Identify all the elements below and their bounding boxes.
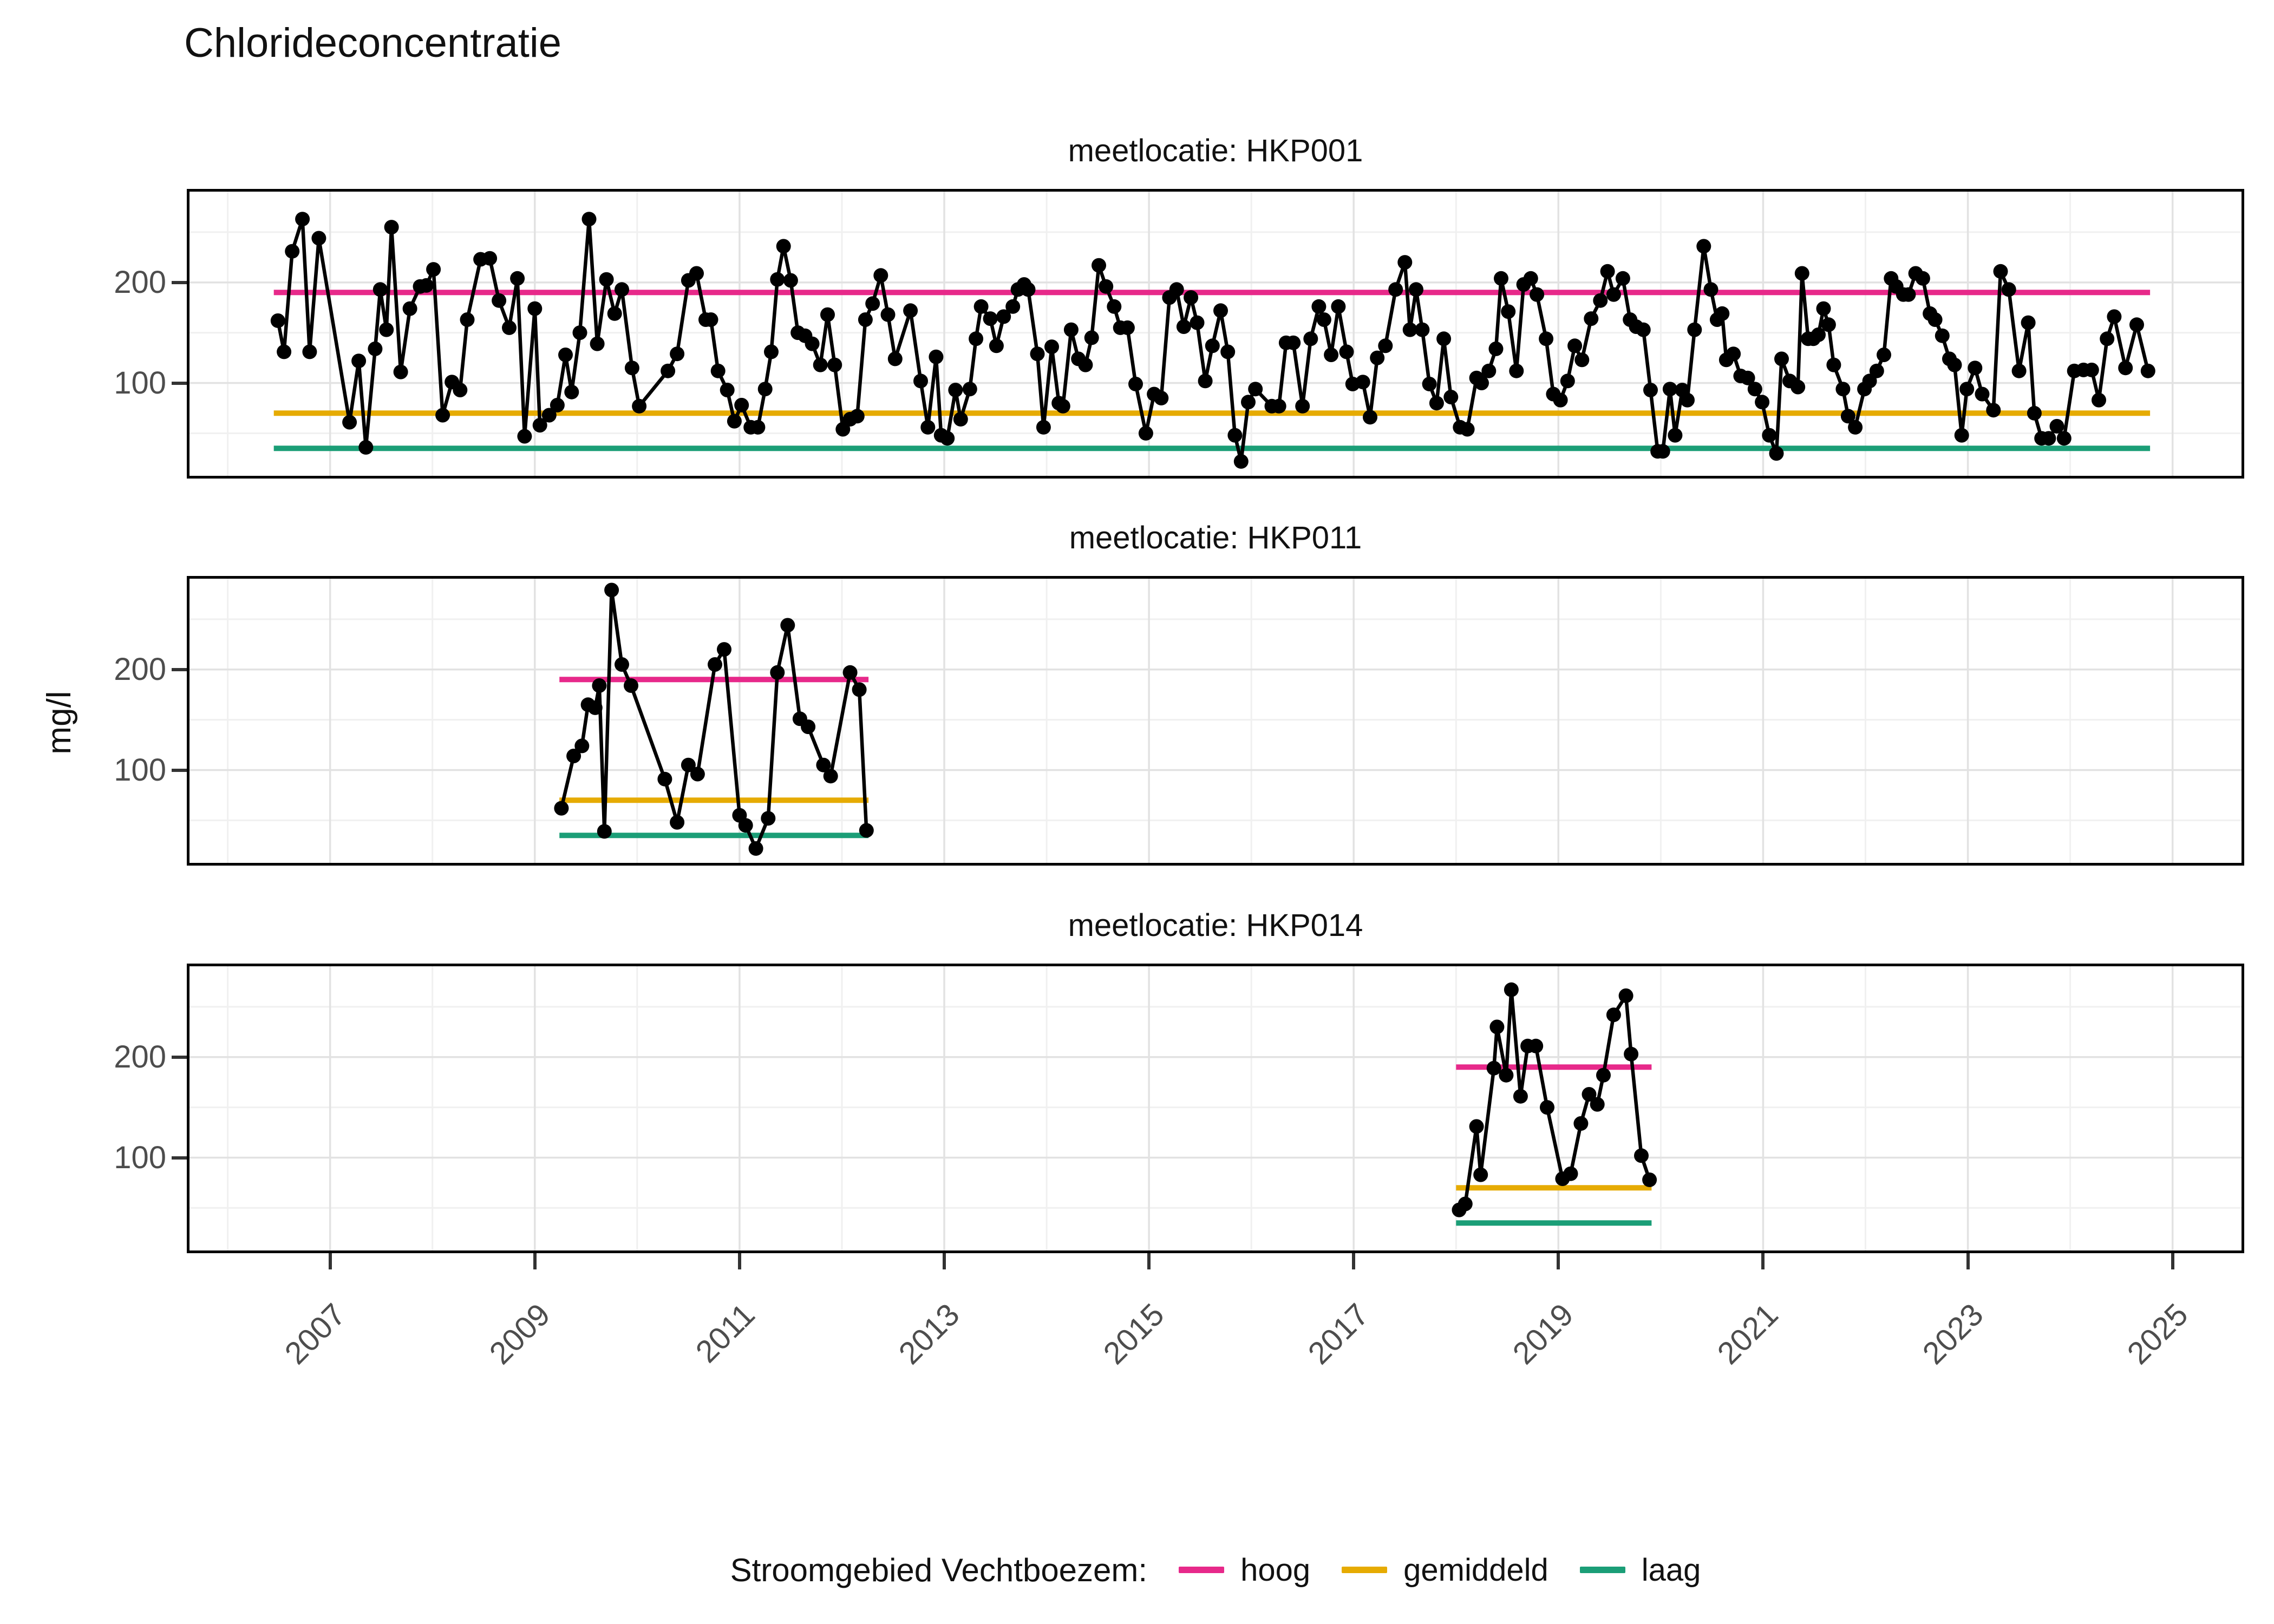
y-tick-label-1-100: 100	[114, 752, 166, 788]
x-tick-mark-2009	[533, 1253, 537, 1269]
y-tick-mark-2-100	[172, 1156, 187, 1160]
x-tick-label-2025: 2025	[2120, 1296, 2195, 1371]
x-tick-mark-2011	[738, 1253, 741, 1269]
x-tick-mark-2013	[943, 1253, 946, 1269]
x-tick-label-2015: 2015	[1096, 1296, 1171, 1371]
legend-item-hoog: hoog	[1179, 1552, 1310, 1588]
y-tick-mark-1-200	[172, 668, 187, 671]
y-tick-mark-1-100	[172, 769, 187, 772]
x-tick-mark-2007	[329, 1253, 332, 1269]
gemiddeld-line-swatch	[1342, 1567, 1388, 1573]
x-tick-mark-2021	[1761, 1253, 1765, 1269]
hoog-line-swatch	[1179, 1567, 1225, 1573]
facet-panel-1	[187, 576, 2244, 866]
x-tick-label-2023: 2023	[1916, 1296, 1990, 1371]
x-tick-label-2017: 2017	[1301, 1296, 1376, 1371]
y-tick-mark-0-200	[172, 281, 187, 284]
legend-label-laag: laag	[1641, 1552, 1701, 1588]
facet-strip-hkp001: meetlocatie: HKP001	[1068, 133, 1363, 168]
x-tick-mark-2019	[1557, 1253, 1560, 1269]
y-tick-label-0-200: 200	[114, 265, 166, 300]
facet-strip-hkp011: meetlocatie: HKP011	[1069, 520, 1362, 555]
x-tick-mark-2015	[1147, 1253, 1151, 1269]
x-tick-label-2019: 2019	[1506, 1296, 1580, 1371]
x-tick-label-2009: 2009	[482, 1296, 557, 1371]
x-tick-label-2011: 2011	[689, 1296, 762, 1370]
x-tick-label-2013: 2013	[892, 1296, 966, 1371]
y-tick-mark-0-100	[172, 382, 187, 385]
x-tick-label-2021: 2021	[1710, 1296, 1785, 1371]
legend: Stroomgebied Vechtboezem: hoog gemiddeld…	[187, 1540, 2244, 1600]
x-tick-mark-2023	[1966, 1253, 1970, 1269]
laag-line-swatch	[1579, 1567, 1625, 1573]
facet-panel-2	[187, 964, 2244, 1253]
facet-strip-hkp014: meetlocatie: HKP014	[1068, 908, 1363, 943]
legend-title: Stroomgebied Vechtboezem:	[730, 1551, 1148, 1588]
x-tick-mark-2017	[1352, 1253, 1355, 1269]
legend-item-gemiddeld: gemiddeld	[1342, 1552, 1548, 1588]
x-tick-mark-2025	[2171, 1253, 2174, 1269]
y-tick-label-0-100: 100	[114, 365, 166, 401]
y-tick-label-2-200: 200	[114, 1039, 166, 1075]
legend-label-hoog: hoog	[1240, 1552, 1311, 1588]
legend-item-laag: laag	[1579, 1552, 1701, 1588]
legend-label-gemiddeld: gemiddeld	[1403, 1552, 1548, 1588]
y-tick-mark-2-200	[172, 1056, 187, 1059]
chart-title: Chlorideconcentratie	[184, 20, 562, 66]
x-tick-label-2007: 2007	[278, 1296, 352, 1371]
y-tick-label-1-200: 200	[114, 652, 166, 687]
y-tick-label-2-100: 100	[114, 1140, 166, 1175]
facet-panel-0	[187, 189, 2244, 479]
